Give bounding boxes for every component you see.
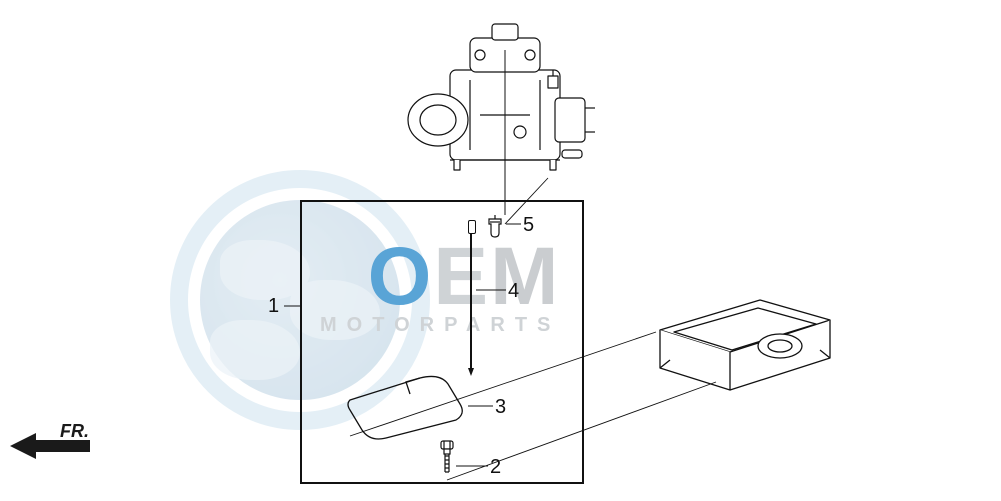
part-drain-screw: [440, 440, 454, 480]
callout-5: 5: [523, 214, 534, 237]
front-direction-arrow: FR.: [10, 431, 130, 471]
part-gasket: [340, 370, 470, 440]
callout-3: 3: [495, 396, 506, 419]
callout-2: 2: [490, 456, 501, 479]
part-jet-needle: [470, 230, 472, 370]
carburetor-body: [380, 20, 620, 190]
diagram-canvas: OEM MOTORPARTS: [0, 0, 1001, 501]
part-main-jet: [486, 215, 504, 239]
float-chamber: [640, 290, 840, 400]
callout-4: 4: [508, 280, 519, 303]
callout-1: 1: [268, 295, 279, 318]
